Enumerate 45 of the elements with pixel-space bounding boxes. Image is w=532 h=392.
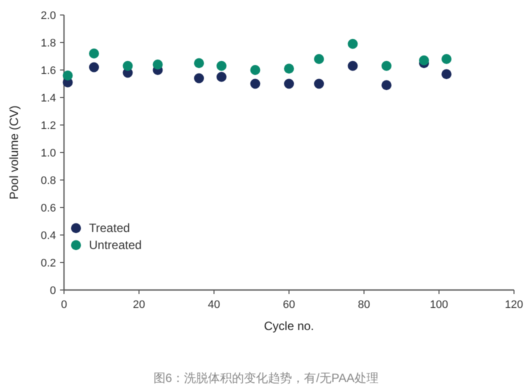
y-tick-label: 1.4 <box>40 92 56 104</box>
point <box>152 60 163 70</box>
point <box>382 80 392 90</box>
point <box>382 60 392 71</box>
y-tick-label: 1.0 <box>40 148 56 160</box>
x-tick-label: 0 <box>60 299 68 311</box>
y-tick-label: 1.6 <box>40 65 56 77</box>
point <box>194 58 204 68</box>
point <box>89 48 99 58</box>
legend-label: Treated <box>89 221 130 236</box>
point <box>419 55 429 66</box>
point <box>250 78 260 89</box>
y-tick-label: 0.2 <box>40 258 56 270</box>
point <box>284 64 294 74</box>
point <box>216 72 226 82</box>
y-tick-label: 2.0 <box>40 10 56 22</box>
x-tick-label: 100 <box>430 299 448 311</box>
x-tick-label: 20 <box>132 299 146 311</box>
point <box>216 60 226 71</box>
y-tick-label: 0.6 <box>40 202 56 214</box>
point <box>122 60 133 71</box>
point <box>89 62 99 72</box>
x-tick-label: 60 <box>282 299 296 311</box>
point <box>250 65 260 75</box>
point <box>442 69 452 80</box>
y-axis-title: Pool volume (CV) <box>7 105 21 200</box>
point <box>442 54 452 64</box>
caption: 图6：洗脱体积的变化趋势，有/无PAA处理 <box>153 371 379 385</box>
y-tick-label: 1.2 <box>40 120 56 132</box>
x-axis-title: Cycle no. <box>264 319 314 333</box>
point <box>194 73 204 84</box>
x-tick-label: 80 <box>358 299 370 311</box>
point <box>314 78 324 89</box>
point <box>314 54 324 64</box>
y-tick-label: 0.4 <box>40 230 56 242</box>
legend-label: Untreated <box>89 238 142 252</box>
y-tick-label: 1.8 <box>40 38 56 50</box>
point <box>348 38 358 49</box>
y-tick-label: 0 <box>50 285 56 297</box>
point <box>62 70 73 80</box>
point <box>348 60 358 71</box>
x-tick-label: 120 <box>504 299 524 311</box>
point <box>284 78 294 89</box>
x-tick-label: 40 <box>208 299 220 311</box>
y-tick-label: 0.8 <box>40 175 56 187</box>
